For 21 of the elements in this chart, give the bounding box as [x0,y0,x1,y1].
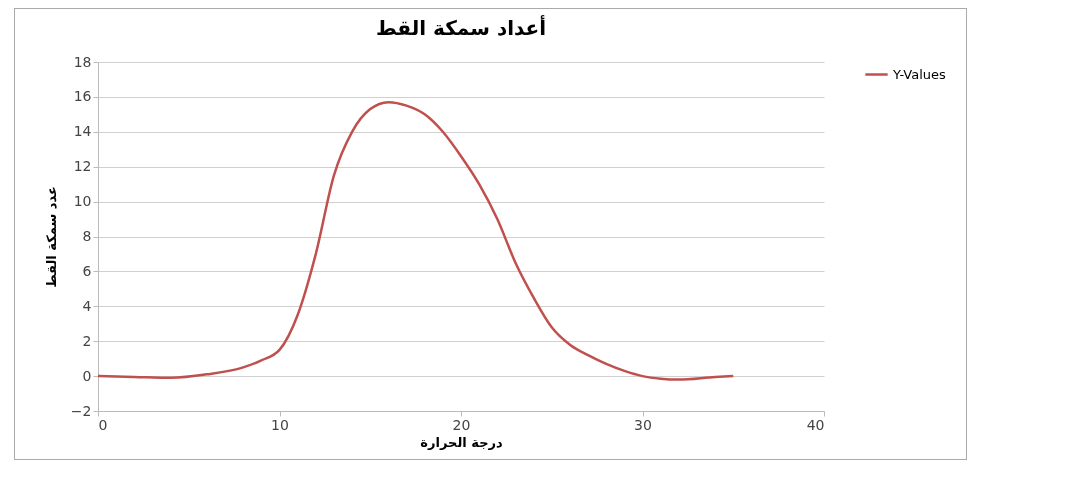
y-tick-label: 2 [82,332,92,349]
y-tick-label: 12 [73,158,92,175]
x-tick-label: 0 [98,416,108,433]
x-tick-label: 40 [806,416,825,433]
x-axis-title: درجة الحرارة [420,434,503,450]
x-tick-label: 20 [452,416,471,433]
y-axis-title: عدد سمكة القط [43,186,59,288]
y-tick-label: 16 [73,88,92,105]
y-tick-label: 8 [82,228,92,244]
x-tick-label: 10 [271,416,289,433]
y-tick-label: 10 [73,193,92,210]
x-tick-label: 30 [634,416,652,433]
chart-title: أعداد سمكة القط [375,14,547,40]
y-tick-label: 4 [82,297,92,314]
y-tick-label: −2 [70,402,92,419]
line-series [96,100,735,381]
legend-label: Y-Values [892,66,947,82]
y-tick-label: 6 [82,262,92,279]
y-tick-label: 14 [73,123,92,140]
y-tick-label: 0 [82,367,92,384]
y-tick-label: 18 [73,53,92,70]
